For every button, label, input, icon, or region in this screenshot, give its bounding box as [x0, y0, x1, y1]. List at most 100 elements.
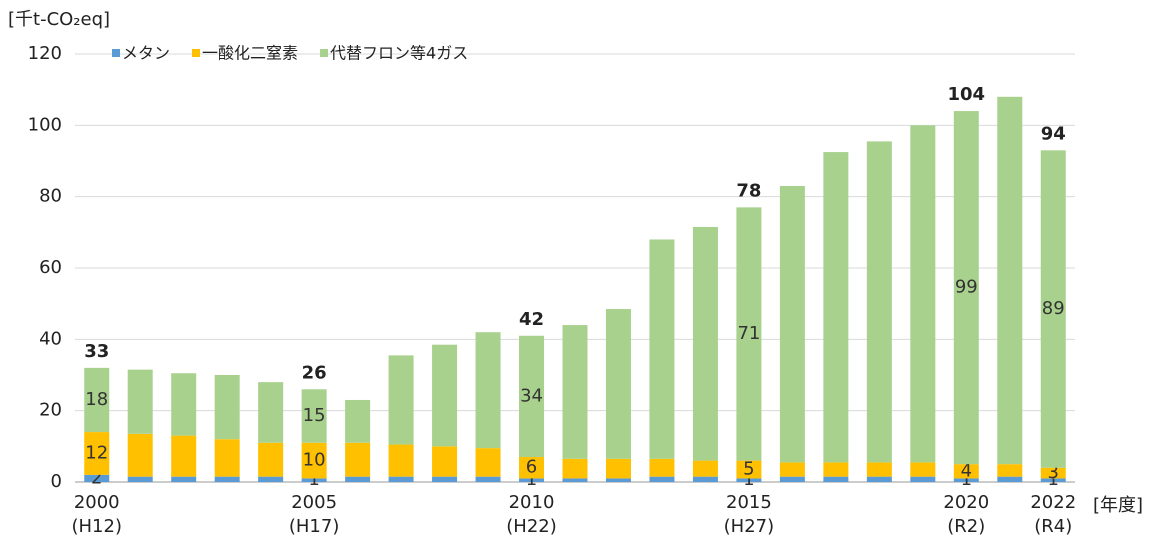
bar-segment [432, 476, 458, 482]
bar-segment [605, 478, 631, 482]
segment-label: 4 [961, 460, 972, 481]
legend-label: メタン [122, 44, 170, 63]
bar-segment [214, 476, 240, 482]
x-tick-sublabel: (H12) [71, 516, 121, 537]
x-tick-sublabel: (R4) [1034, 516, 1072, 537]
x-tick-label: 2020 [943, 492, 989, 513]
y-tick-label: 60 [39, 257, 62, 278]
total-label: 78 [736, 180, 761, 201]
bar-segment [345, 399, 371, 443]
bar-segment [84, 474, 110, 482]
bar-segment [214, 375, 240, 440]
bar-segment [866, 462, 892, 477]
segment-label: 1 [308, 469, 319, 490]
total-label: 104 [948, 84, 986, 105]
legend-swatch [112, 49, 120, 57]
bar-segment [562, 478, 588, 482]
segment-label: 15 [303, 405, 326, 426]
bar-segment [649, 239, 675, 459]
bar-segment [692, 460, 718, 477]
bar-segment [1040, 467, 1066, 479]
bar-segment [1040, 478, 1066, 482]
total-label: 94 [1041, 123, 1066, 144]
segment-label: 1 [961, 469, 972, 490]
segment-label: 18 [85, 389, 108, 410]
bar-segment [301, 442, 327, 479]
bar-segment [823, 152, 849, 463]
bar-segment [562, 458, 588, 479]
bar-segment [779, 476, 805, 482]
legend-label: 代替フロン等4ガス [330, 44, 468, 63]
x-tick-label: 2005 [291, 492, 337, 513]
segment-label: 6 [526, 457, 537, 478]
segment-label: 5 [743, 459, 754, 480]
bar-segment [997, 96, 1023, 465]
x-unit-label: [年度] [1093, 495, 1143, 516]
y-tick-label: 0 [51, 471, 62, 492]
x-tick-sublabel: (H17) [289, 516, 339, 537]
x-tick-sublabel: (H27) [724, 516, 774, 537]
bar-segment [258, 442, 284, 477]
bar-segment [997, 476, 1023, 482]
bar-segment [519, 457, 545, 479]
bar-segment [736, 207, 762, 461]
bar-segment [953, 464, 979, 479]
segment-label: 1 [1048, 469, 1059, 490]
bar-segment [171, 373, 197, 436]
y-tick-label: 40 [39, 328, 62, 349]
bar-segment [388, 444, 414, 477]
bar-segment [779, 462, 805, 477]
bar-segment [997, 464, 1023, 477]
x-tick-sublabel: (H22) [506, 516, 556, 537]
bar-segment [519, 335, 545, 458]
bar-segment [692, 476, 718, 482]
bar-segment [214, 439, 240, 477]
bar-segment [605, 309, 631, 459]
bar-segment [823, 476, 849, 482]
bar-segment [84, 432, 110, 475]
bar-segment [475, 476, 501, 482]
legend-swatch [192, 49, 201, 57]
bar-segment [345, 476, 371, 482]
y-unit-label: [千t-CO₂eq] [8, 9, 110, 30]
bar-segment [562, 325, 588, 459]
bar-segment [910, 476, 936, 482]
bar-segment [823, 462, 849, 477]
bar-segment [301, 478, 327, 482]
bar-segment [1040, 150, 1066, 468]
y-tick-label: 120 [28, 43, 62, 64]
bar-segment [171, 476, 197, 482]
segment-label: 1 [743, 469, 754, 490]
segment-label: 2 [91, 467, 102, 488]
x-tick-sublabel: (R2) [947, 516, 985, 537]
bar-segment [301, 389, 327, 443]
bar-segment [84, 367, 110, 433]
segment-label: 12 [85, 442, 108, 463]
bar-segment [910, 125, 936, 463]
bar-segment [953, 111, 979, 465]
bar-segment [127, 433, 153, 477]
segment-label: 99 [955, 277, 978, 298]
bar-segment [432, 344, 458, 447]
y-tick-label: 20 [39, 400, 62, 421]
bar-segment [345, 442, 371, 477]
bar-segment [866, 141, 892, 463]
legend-label: 一酸化二窒素 [202, 44, 298, 63]
y-tick-label: 100 [28, 114, 62, 135]
bar-segment [432, 446, 458, 477]
bar-segment [692, 226, 718, 461]
segment-label: 3 [1048, 462, 1059, 483]
segment-label: 1 [526, 469, 537, 490]
bar-segment [475, 448, 501, 477]
x-tick-label: 2010 [509, 492, 555, 513]
bar-segment [953, 478, 979, 482]
y-tick-label: 80 [39, 186, 62, 207]
bar-segment [866, 476, 892, 482]
total-label: 33 [84, 341, 109, 362]
x-tick-label: 2015 [726, 492, 772, 513]
x-tick-label: 2022 [1030, 492, 1076, 513]
segment-label: 71 [737, 323, 760, 344]
bar-segment [519, 478, 545, 482]
segment-label: 34 [520, 385, 543, 406]
